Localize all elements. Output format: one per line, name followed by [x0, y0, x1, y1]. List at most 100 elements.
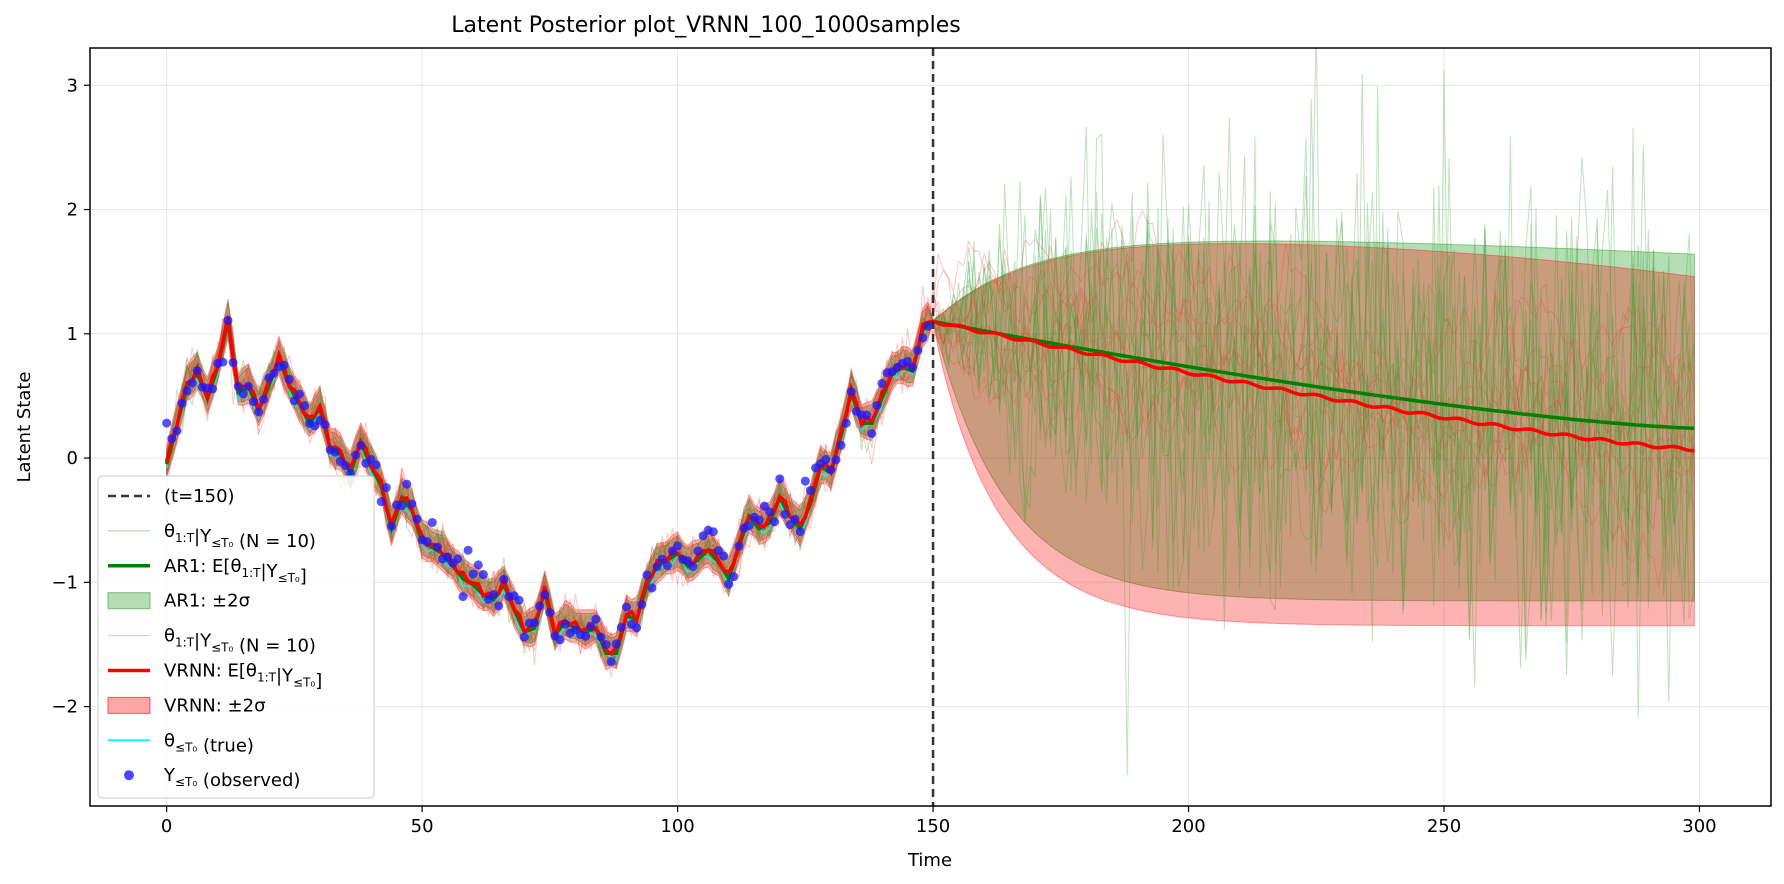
- y-axis-label: Latent State: [14, 371, 35, 482]
- observed-point: [693, 546, 703, 556]
- observed-point: [243, 381, 253, 391]
- observed-point: [238, 389, 248, 399]
- observed-point: [790, 514, 800, 524]
- observed-point: [473, 560, 483, 570]
- y-tick-label: 3: [67, 75, 78, 96]
- observed-point: [514, 595, 524, 605]
- legend-box: [97, 475, 375, 799]
- x-tick-label: 300: [1682, 816, 1716, 837]
- observed-point: [616, 622, 626, 632]
- observed-point: [381, 483, 391, 493]
- observed-point: [872, 400, 882, 410]
- legend-label: VRNN: E[θ1:T|Y≤T₀]: [164, 661, 322, 692]
- observed-point: [800, 476, 810, 486]
- legend-label: θ1:T|Y≤T₀ (N = 10): [164, 521, 316, 552]
- x-tick-label: 250: [1427, 816, 1461, 837]
- observed-point: [519, 632, 529, 642]
- observed-point: [775, 474, 785, 484]
- legend-swatch: [107, 592, 151, 610]
- observed-point: [320, 420, 330, 430]
- vrnn-sample-trace: [166, 239, 1695, 668]
- observed-point: [254, 407, 264, 417]
- observed-point: [412, 514, 422, 524]
- y-tick-label: 0: [67, 448, 78, 469]
- observed-point: [744, 521, 754, 531]
- observed-point: [734, 541, 744, 551]
- x-tick-label: 100: [660, 816, 694, 837]
- observed-point: [167, 434, 177, 444]
- observed-point: [555, 635, 565, 645]
- observed-point: [795, 527, 805, 537]
- observed-point: [611, 639, 621, 649]
- legend-label: AR1: ±2σ: [164, 591, 250, 612]
- axes: 0 50 100 150 200 250 300 −2 −1 0 1 2 3: [51, 75, 1716, 837]
- observed-point: [601, 640, 611, 650]
- observed-point: [499, 574, 509, 584]
- observed-point: [606, 657, 616, 667]
- y-tick-label: 2: [67, 200, 78, 221]
- legend-label: Y≤T₀ (observed): [163, 765, 300, 791]
- observed-point: [908, 362, 918, 372]
- observed-point: [187, 378, 197, 388]
- observed-point: [340, 461, 350, 471]
- observed-point: [780, 509, 790, 519]
- vrnn-sample-trace: [166, 290, 1695, 667]
- observed-point: [591, 614, 601, 624]
- observed-point: [443, 552, 453, 562]
- observed-point: [647, 583, 657, 593]
- observed-point: [719, 551, 729, 561]
- observed-point: [831, 455, 841, 465]
- observed-point: [918, 333, 928, 343]
- observed-point: [862, 410, 872, 420]
- plot-area: [162, 48, 1695, 806]
- observed-point: [759, 501, 769, 511]
- y-tick-label: −2: [51, 697, 78, 718]
- observed-point: [177, 398, 187, 408]
- observed-point: [877, 378, 887, 388]
- observed-point: [652, 562, 662, 572]
- observed-point: [453, 554, 463, 564]
- observed-point: [688, 561, 698, 571]
- observed-point: [478, 569, 488, 579]
- observed-point: [371, 460, 381, 470]
- observed-point: [468, 569, 478, 579]
- observed-point: [192, 366, 202, 376]
- observed-point: [289, 396, 299, 406]
- observed-point: [913, 345, 923, 355]
- observed-point: [432, 542, 442, 552]
- observed-point: [182, 386, 192, 396]
- observed-point: [427, 517, 437, 527]
- observed-point: [233, 381, 243, 391]
- observed-point: [218, 357, 228, 367]
- x-axis-label: Time: [907, 850, 952, 871]
- observed-point: [489, 589, 499, 599]
- observed-point: [826, 465, 836, 475]
- observed-point: [530, 618, 540, 628]
- observed-point: [259, 394, 269, 404]
- observed-point: [223, 315, 233, 325]
- observed-point: [284, 374, 294, 384]
- plot-frame: [89, 47, 1772, 807]
- observed-point: [903, 356, 913, 366]
- observed-point: [637, 600, 647, 610]
- observed-point: [846, 387, 856, 397]
- y-tick-label: 1: [67, 324, 78, 345]
- observed-point: [351, 450, 361, 460]
- observed-point: [642, 570, 652, 580]
- y-tick-label: −1: [51, 572, 78, 593]
- observed-point: [494, 601, 504, 611]
- observed-point: [249, 397, 259, 407]
- legend-label: VRNN: ±2σ: [164, 695, 265, 716]
- observed-point: [621, 602, 631, 612]
- observed-point: [540, 590, 550, 600]
- observed-point: [162, 418, 172, 428]
- observed-point: [805, 485, 815, 495]
- observed-point: [657, 554, 667, 564]
- legend-label: (t=150): [164, 486, 235, 507]
- legend-swatch: [107, 696, 151, 714]
- observed-point: [330, 447, 340, 457]
- observed-point: [581, 631, 591, 641]
- ar1-band: [166, 240, 1695, 667]
- legend-label: θ≤T₀ (true): [164, 730, 254, 756]
